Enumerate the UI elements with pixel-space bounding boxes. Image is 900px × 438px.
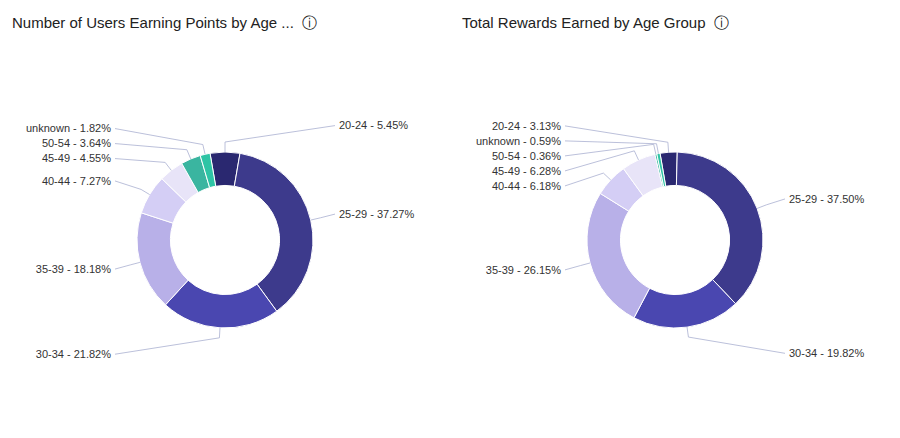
label-category: unknown — [476, 135, 520, 147]
label-value: 19.82% — [827, 347, 865, 359]
leader-line — [565, 151, 638, 171]
label-category: 35-39 — [36, 263, 64, 275]
label-value: 37.50% — [827, 193, 865, 205]
data-label: 40-44 - 7.27% — [42, 175, 111, 187]
leader-line — [115, 129, 205, 155]
label-category: unknown — [26, 122, 70, 134]
leader-line — [565, 144, 656, 156]
label-separator: - — [514, 264, 524, 276]
donut-slice — [587, 193, 650, 317]
label-separator: - — [520, 165, 530, 177]
donut-slice — [200, 153, 215, 187]
data-label: 50-54 - 0.36% — [492, 150, 561, 162]
label-category: 30-34 — [789, 347, 817, 359]
leader-line — [115, 181, 150, 195]
chart-panel: Number of Users Earning Points by Age ..… — [12, 14, 414, 360]
leader-line — [115, 262, 140, 269]
leader-line — [115, 159, 171, 171]
label-value: 1.82% — [80, 122, 111, 134]
label-category: 20-24 — [339, 119, 367, 131]
label-value: 37.27% — [377, 208, 415, 220]
label-separator: - — [520, 135, 530, 147]
donut-slice — [657, 153, 666, 186]
chart-title: Total Rewards Earned by Age Group ⓘ — [462, 14, 729, 31]
leader-line — [115, 144, 191, 159]
label-value: 21.82% — [74, 348, 112, 360]
label-value: 7.27% — [80, 175, 111, 187]
label-category: 50-54 — [42, 137, 70, 149]
data-label: 25-29 - 37.27% — [339, 208, 414, 220]
chart-panel: Total Rewards Earned by Age Group ⓘ 20-24… — [462, 14, 864, 359]
data-label: unknown - 1.82% — [26, 122, 111, 134]
label-separator: - — [70, 152, 80, 164]
plot-area: 20-24 - 5.45% 25-29 - 37.27% 30-34 - 21.82… — [26, 119, 414, 360]
leader-line — [565, 263, 590, 270]
label-separator: - — [64, 348, 74, 360]
donut-slice — [634, 280, 736, 328]
leader-line — [565, 173, 611, 186]
label-separator: - — [70, 175, 80, 187]
label-separator: - — [367, 119, 377, 131]
donut-slice — [676, 152, 763, 304]
leader-line — [311, 214, 335, 220]
donut-slice — [137, 213, 188, 305]
slices — [137, 152, 313, 328]
data-label: 30-34 - 19.82% — [789, 347, 864, 359]
label-value: 5.45% — [377, 119, 408, 131]
label-separator: - — [64, 263, 74, 275]
plot-area: 20-24 - 3.13% 25-29 - 37.50% 30-34 - 19.82… — [476, 120, 864, 359]
label-category: 20-24 — [492, 120, 520, 132]
label-category: 35-39 — [486, 264, 514, 276]
data-label: unknown - 0.59% — [476, 135, 561, 147]
label-separator: - — [70, 137, 80, 149]
label-separator: - — [817, 347, 827, 359]
data-label: 25-29 - 37.50% — [789, 193, 864, 205]
label-separator: - — [520, 120, 530, 132]
label-value: 3.64% — [80, 137, 111, 149]
data-label: 35-39 - 26.15% — [486, 264, 561, 276]
leader-line — [115, 328, 220, 354]
data-label: 45-49 - 4.55% — [42, 152, 111, 164]
label-category: 45-49 — [42, 152, 70, 164]
label-value: 0.36% — [530, 150, 561, 162]
data-label: 20-24 - 3.13% — [492, 120, 561, 132]
data-label: 40-44 - 6.18% — [492, 180, 561, 192]
label-separator: - — [70, 122, 80, 134]
slices — [587, 152, 763, 328]
chart-title: Number of Users Earning Points by Age ..… — [12, 14, 317, 31]
label-value: 3.13% — [530, 120, 561, 132]
data-labels: 20-24 - 5.45% 25-29 - 37.27% 30-34 - 21.82… — [26, 119, 414, 360]
leader-line — [565, 126, 669, 152]
label-separator: - — [520, 180, 530, 192]
label-value: 26.15% — [524, 264, 562, 276]
leader-line — [565, 141, 658, 154]
label-separator: - — [817, 193, 827, 205]
data-label: 20-24 - 5.45% — [339, 119, 408, 131]
leader-line — [687, 327, 785, 353]
label-category: 50-54 — [492, 150, 520, 162]
leader-line — [757, 199, 785, 208]
label-value: 6.18% — [530, 180, 561, 192]
label-value: 0.59% — [530, 135, 561, 147]
label-value: 4.55% — [80, 152, 111, 164]
label-category: 25-29 — [339, 208, 367, 220]
label-value: 6.28% — [530, 165, 561, 177]
label-separator: - — [367, 208, 377, 220]
label-category: 25-29 — [789, 193, 817, 205]
data-label: 35-39 - 18.18% — [36, 263, 111, 275]
data-label: 50-54 - 3.64% — [42, 137, 111, 149]
label-category: 40-44 — [42, 175, 70, 187]
data-label: 45-49 - 6.28% — [492, 165, 561, 177]
data-label: 30-34 - 21.82% — [36, 348, 111, 360]
donut-slice — [234, 153, 313, 311]
chart-canvas: Number of Users Earning Points by Age ..… — [0, 0, 900, 438]
label-separator: - — [520, 150, 530, 162]
label-category: 30-34 — [36, 348, 64, 360]
leader-line — [225, 126, 335, 152]
data-labels: 20-24 - 3.13% 25-29 - 37.50% 30-34 - 19.82… — [476, 120, 864, 359]
label-category: 45-49 — [492, 165, 520, 177]
label-category: 40-44 — [492, 180, 520, 192]
label-value: 18.18% — [74, 263, 112, 275]
